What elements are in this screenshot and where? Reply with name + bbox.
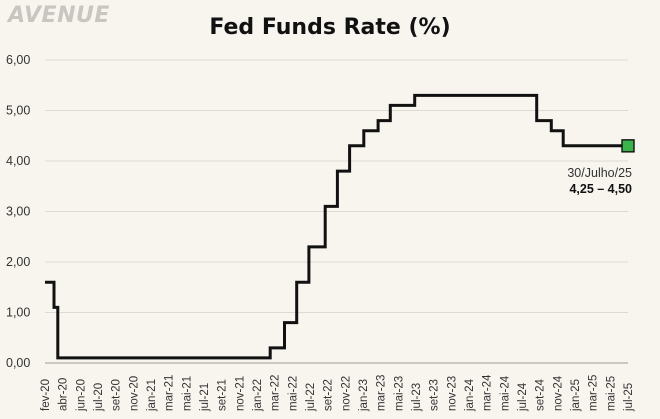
x-tick-label: set-24 (535, 378, 547, 411)
x-tick-label: mar-22 (270, 375, 282, 411)
x-tick-label: jul-22 (305, 383, 317, 412)
annotation: 30/Julho/25 4,25 – 4,50 (567, 139, 635, 196)
x-tick-label: mar-24 (482, 374, 494, 411)
y-tick-label: 0,00 (6, 356, 30, 370)
annotation-range: 4,25 – 4,50 (569, 182, 632, 196)
x-tick-label: set-20 (111, 379, 123, 411)
x-tick-label: set-21 (217, 379, 229, 411)
y-axis-ticks: 0,00 1,00 2,00 3,00 4,00 5,00 6,00 (6, 53, 30, 370)
y-tick-label: 4,00 (6, 154, 30, 168)
brand-logo: AVENUE (8, 3, 110, 28)
x-tick-label: mai-24 (499, 375, 511, 411)
x-tick-label: nov-24 (552, 375, 564, 411)
x-tick-label: mar-25 (588, 375, 600, 411)
grid-lines (45, 59, 628, 364)
annotation-date: 30/Julho/25 (567, 166, 632, 180)
x-tick-label: jan-22 (252, 379, 264, 412)
y-tick-label: 2,00 (6, 255, 30, 269)
y-tick-label: 1,00 (6, 306, 30, 320)
x-tick-label: mai-25 (605, 376, 617, 411)
y-tick-label: 6,00 (6, 53, 30, 67)
x-tick-label: nov-22 (340, 376, 352, 411)
y-tick-label: 3,00 (6, 205, 30, 219)
x-tick-label: jan-21 (146, 379, 158, 412)
x-axis-ticks: fev-20 abr-20 jun-20 jul-20 set-20 nov-20 jan-… (40, 374, 635, 412)
x-tick-label: nov-23 (446, 376, 458, 411)
x-tick-label: fev-20 (40, 379, 52, 411)
y-tick-label: 5,00 (6, 104, 30, 118)
x-tick-label: mar-23 (376, 375, 388, 411)
fed-funds-rate-line (45, 93, 628, 360)
x-tick-label: jul-20 (93, 383, 105, 412)
x-tick-label: jun-20 (75, 379, 87, 412)
x-tick-label: jul-21 (199, 383, 211, 412)
chart-title: Fed Funds Rate (%) (209, 15, 451, 40)
x-tick-label: set-23 (429, 379, 441, 411)
x-tick-label: jan-25 (570, 379, 582, 412)
x-tick-label: jul-25 (623, 383, 635, 412)
x-tick-label: jan-24 (464, 378, 476, 412)
x-tick-label: mar-21 (164, 375, 176, 411)
x-tick-label: jul-24 (517, 382, 529, 412)
x-tick-label: mai-21 (181, 376, 193, 411)
x-tick-label: set-22 (323, 379, 335, 411)
x-tick-label: mai-23 (393, 376, 405, 411)
x-tick-label: nov-21 (234, 376, 246, 411)
x-tick-label: jul-23 (411, 383, 423, 412)
series-layer (45, 93, 628, 360)
x-tick-label: nov-20 (128, 376, 140, 411)
x-tick-label: jan-23 (358, 379, 370, 412)
x-tick-label: mai-22 (287, 376, 299, 411)
x-tick-label: abr-20 (58, 378, 70, 411)
endpoint-marker (621, 139, 635, 153)
